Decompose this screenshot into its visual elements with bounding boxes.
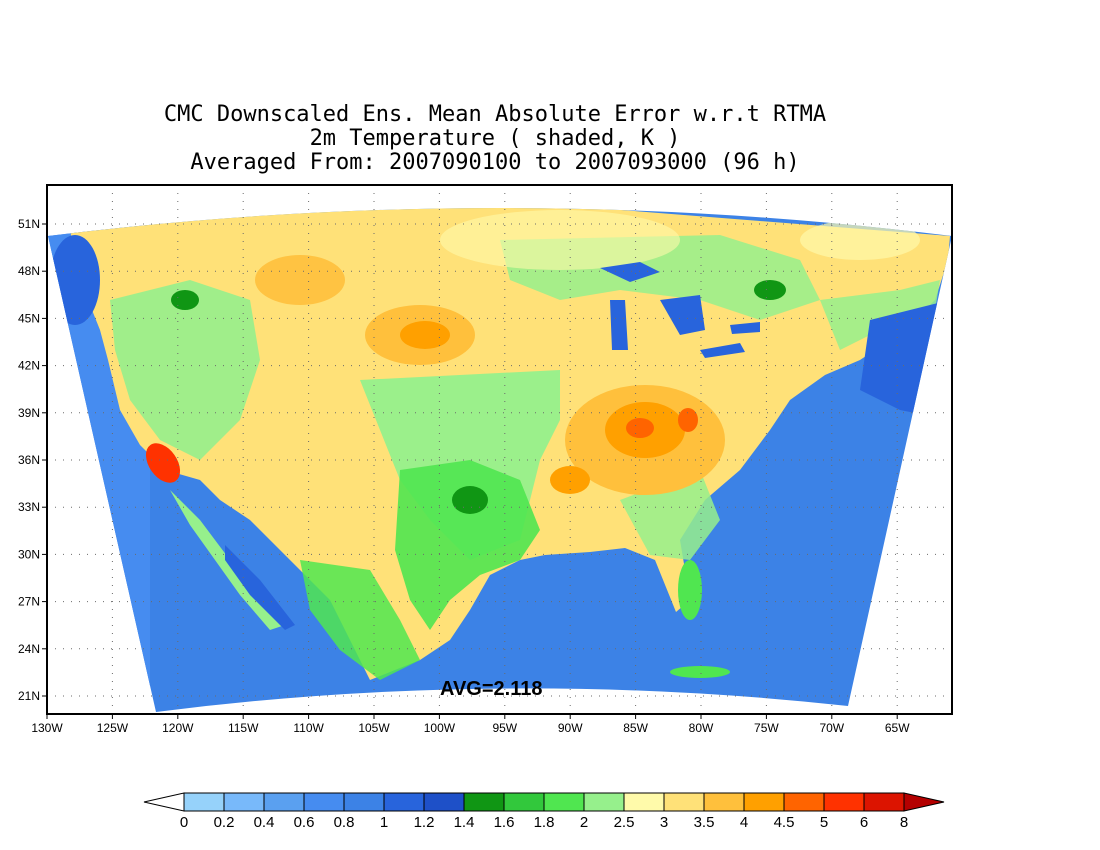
colorbar: 0 0.2 0.4 0.6 0.8 1 1.2 1.4 1.6 1.8 2 2.5 3 3.5 4 4.5 5 6… xyxy=(143,792,945,831)
lat-tick-label: 42N xyxy=(18,359,40,373)
colorbar-label: 2 xyxy=(580,814,588,831)
pale-region-canada-east xyxy=(800,220,920,260)
map-field xyxy=(47,185,952,714)
graticule xyxy=(47,185,952,714)
green-region-northeast xyxy=(820,280,940,350)
map-frame xyxy=(46,184,953,715)
colorbar-swatch xyxy=(543,792,585,812)
colorbar-swatch xyxy=(863,792,905,812)
orange-region-pacific-nw xyxy=(255,255,345,305)
lon-tick-label: 105W xyxy=(358,721,390,735)
red-spot-appalachia xyxy=(678,408,698,432)
lon-tick-label: 90W xyxy=(558,721,583,735)
colorbar-label: 0.6 xyxy=(294,814,315,831)
colorbar-swatch xyxy=(303,792,345,812)
lat-tick-label: 24N xyxy=(18,642,40,656)
lon-tick-label: 75W xyxy=(754,721,779,735)
lat-tick-label: 33N xyxy=(18,500,40,514)
dark-green-spot xyxy=(754,280,786,300)
colorbar-label: 0.4 xyxy=(254,814,275,831)
colorbar-label: 1 xyxy=(380,814,388,831)
colorbar-swatch xyxy=(183,792,225,812)
lon-tick-label: 115W xyxy=(228,721,259,735)
colorbar-label: 1.4 xyxy=(454,814,475,831)
lat-tick-label: 30N xyxy=(18,547,40,561)
colorbar-swatch xyxy=(823,792,865,812)
florida-green xyxy=(678,560,702,620)
longitude-axis: 130W 125W 120W 115W 110W 105W 100W 95W 90W 85W 80W… xyxy=(31,714,910,735)
colorbar-label: 8 xyxy=(900,814,908,831)
lon-tick-label: 100W xyxy=(424,721,456,735)
title-line-2: 2m Temperature ( shaded, K ) xyxy=(309,126,681,151)
colorbar-label: 1.8 xyxy=(534,814,555,831)
lat-tick-label: 36N xyxy=(18,453,40,467)
colorbar-swatch xyxy=(223,792,265,812)
lon-tick-label: 95W xyxy=(492,721,517,735)
colorbar-swatch xyxy=(503,792,545,812)
avg-label: AVG=2.118 xyxy=(440,678,542,700)
gulf-of-california xyxy=(225,545,295,630)
title-line-3: Averaged From: 2007090100 to 2007093000 … xyxy=(190,150,800,175)
red-spot-california xyxy=(145,443,181,483)
orange-core-northern-plains xyxy=(400,321,450,349)
colorbar-label: 4 xyxy=(740,814,748,831)
red-spot-ohio-valley xyxy=(626,418,654,438)
colorbar-label: 2.5 xyxy=(614,814,635,831)
colorbar-label: 5 xyxy=(820,814,828,831)
colorbar-label: 6 xyxy=(860,814,868,831)
colorbar-swatch xyxy=(463,792,505,812)
lon-tick-label: 85W xyxy=(623,721,648,735)
lat-tick-label: 45N xyxy=(18,311,40,325)
great-lakes-shading xyxy=(600,262,760,358)
dark-green-spot xyxy=(171,290,199,310)
lon-tick-label: 80W xyxy=(689,721,714,735)
lat-tick-label: 27N xyxy=(18,595,40,609)
lat-tick-label: 39N xyxy=(18,406,40,420)
colorbar-swatch xyxy=(343,792,385,812)
pale-region-upper-midwest xyxy=(440,210,680,270)
title-line-1: CMC Downscaled Ens. Mean Absolute Error … xyxy=(163,102,827,127)
colorbar-label: 3.5 xyxy=(694,814,715,831)
colorbar-swatch xyxy=(703,792,745,812)
pacific-coast-water xyxy=(50,235,100,325)
lon-tick-label: 110W xyxy=(293,721,324,735)
lon-tick-label: 65W xyxy=(885,721,910,735)
lat-tick-label: 51N xyxy=(18,217,40,231)
lat-tick-label: 21N xyxy=(18,689,40,703)
green-region-west xyxy=(110,280,260,460)
lon-tick-label: 130W xyxy=(31,721,63,735)
dark-green-spot xyxy=(452,486,488,514)
colorbar-label: 0.2 xyxy=(214,814,235,831)
colorbar-label: 0.8 xyxy=(334,814,355,831)
colorbar-swatch xyxy=(783,792,825,812)
latitude-axis: 51N 48N 45N 42N 39N 36N 33N 30N 27N 24N 21N xyxy=(18,217,47,703)
colorbar-swatch xyxy=(423,792,465,812)
colorbar-swatch xyxy=(743,792,785,812)
lon-tick-label: 125W xyxy=(97,721,129,735)
colorbar-swatch xyxy=(663,792,705,812)
cuba-green xyxy=(670,666,730,678)
colorbar-swatch xyxy=(383,792,425,812)
colorbar-label: 1.6 xyxy=(494,814,515,831)
green-region-mexico xyxy=(300,560,420,680)
colorbar-under-arrow xyxy=(143,792,185,812)
colorbar-over-arrow xyxy=(903,792,945,812)
colorbar-label: 3 xyxy=(660,814,668,831)
lat-tick-label: 48N xyxy=(18,264,40,278)
colorbar-label: 1.2 xyxy=(414,814,435,831)
green-region-texas xyxy=(395,460,540,630)
colorbar-label: 0 xyxy=(180,814,188,831)
lon-tick-label: 70W xyxy=(819,721,844,735)
colorbar-label: 4.5 xyxy=(774,814,795,831)
colorbar-swatch xyxy=(583,792,625,812)
colorbar-swatch xyxy=(623,792,665,812)
lon-tick-label: 120W xyxy=(162,721,194,735)
orange-region-ozarks xyxy=(550,466,590,494)
colorbar-swatch xyxy=(263,792,305,812)
